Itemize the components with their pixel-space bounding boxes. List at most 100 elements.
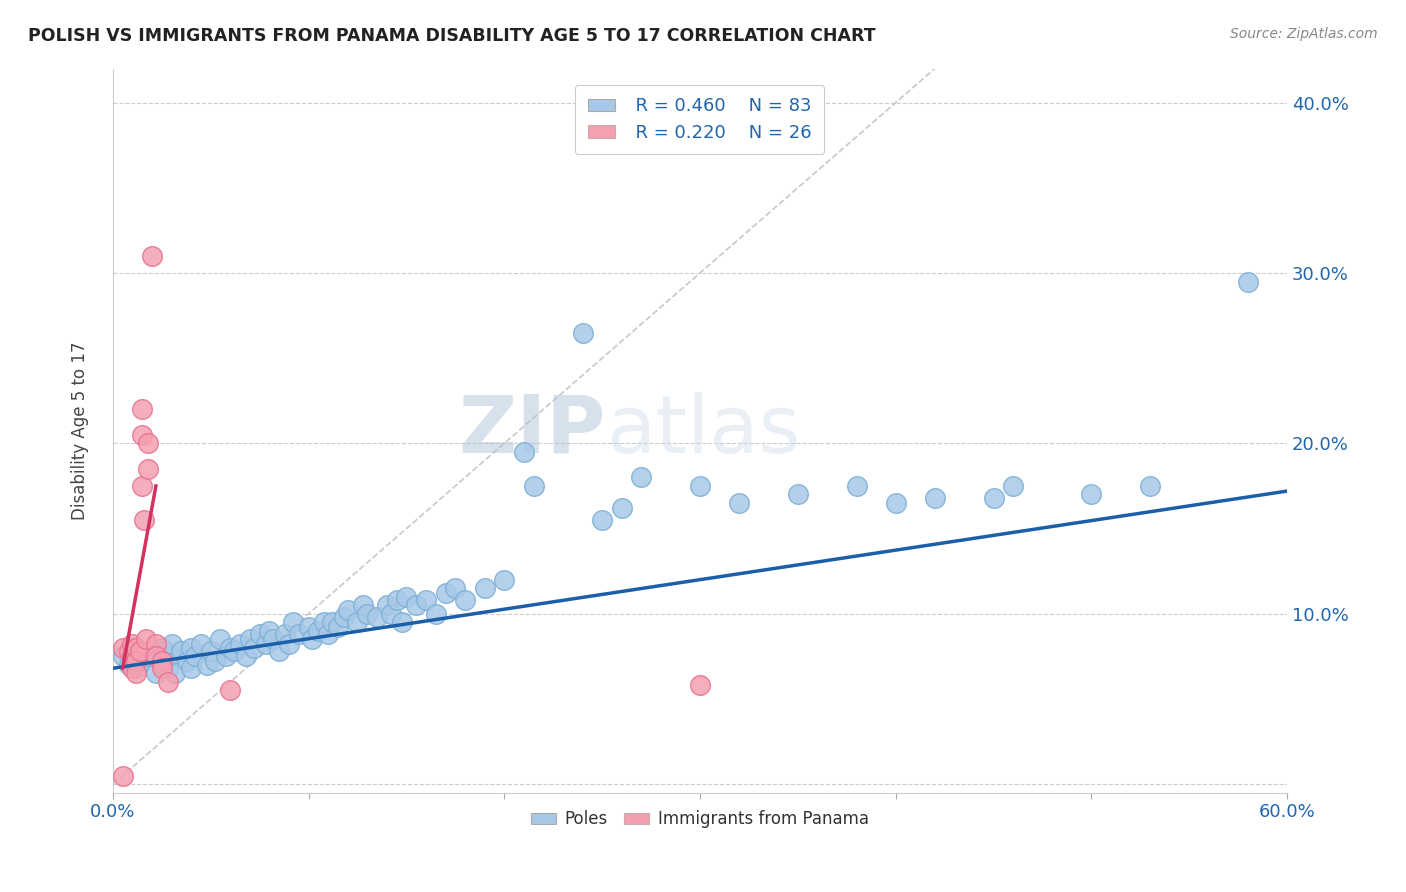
Point bbox=[180, 640, 202, 655]
Point bbox=[513, 445, 536, 459]
Point bbox=[786, 487, 808, 501]
Point bbox=[375, 599, 398, 613]
Point bbox=[229, 637, 252, 651]
Point bbox=[121, 640, 143, 655]
Point bbox=[209, 632, 232, 647]
Text: POLISH VS IMMIGRANTS FROM PANAMA DISABILITY AGE 5 TO 17 CORRELATION CHART: POLISH VS IMMIGRANTS FROM PANAMA DISABIL… bbox=[28, 27, 876, 45]
Point bbox=[366, 610, 388, 624]
Point bbox=[111, 649, 134, 664]
Point bbox=[425, 607, 447, 621]
Point bbox=[117, 644, 139, 658]
Point bbox=[314, 615, 336, 630]
Point bbox=[134, 513, 156, 527]
Point bbox=[395, 590, 418, 604]
Point bbox=[136, 462, 159, 476]
Point bbox=[983, 491, 1005, 505]
Point bbox=[242, 640, 264, 655]
Point bbox=[150, 661, 173, 675]
Point bbox=[111, 640, 134, 655]
Point bbox=[1237, 275, 1260, 289]
Point bbox=[307, 624, 329, 638]
Point bbox=[145, 649, 167, 664]
Point bbox=[141, 249, 163, 263]
Point bbox=[845, 479, 868, 493]
Point bbox=[219, 683, 242, 698]
Point bbox=[630, 470, 652, 484]
Point bbox=[121, 649, 143, 664]
Point bbox=[321, 615, 343, 630]
Point bbox=[610, 501, 633, 516]
Point bbox=[494, 573, 516, 587]
Point bbox=[287, 627, 309, 641]
Point bbox=[156, 674, 179, 689]
Point bbox=[352, 599, 374, 613]
Point bbox=[145, 637, 167, 651]
Point bbox=[160, 637, 183, 651]
Point bbox=[117, 657, 139, 672]
Point bbox=[336, 603, 359, 617]
Point bbox=[136, 649, 159, 664]
Point bbox=[215, 649, 238, 664]
Point bbox=[111, 769, 134, 783]
Point bbox=[405, 599, 427, 613]
Point bbox=[259, 624, 281, 638]
Point bbox=[728, 496, 751, 510]
Point bbox=[200, 644, 222, 658]
Text: atlas: atlas bbox=[606, 392, 800, 469]
Point bbox=[278, 637, 301, 651]
Point bbox=[219, 640, 242, 655]
Point bbox=[156, 661, 179, 675]
Point bbox=[316, 627, 339, 641]
Point bbox=[125, 640, 148, 655]
Point bbox=[150, 657, 173, 672]
Point bbox=[249, 627, 271, 641]
Point bbox=[131, 402, 153, 417]
Point bbox=[444, 581, 467, 595]
Point bbox=[129, 644, 152, 658]
Point bbox=[571, 326, 593, 340]
Point bbox=[434, 586, 457, 600]
Point bbox=[160, 649, 183, 664]
Point bbox=[224, 644, 246, 658]
Point bbox=[326, 620, 349, 634]
Point bbox=[333, 610, 356, 624]
Point bbox=[591, 513, 613, 527]
Point bbox=[474, 581, 496, 595]
Point bbox=[884, 496, 907, 510]
Point bbox=[262, 632, 284, 647]
Point bbox=[689, 479, 711, 493]
Point bbox=[239, 632, 262, 647]
Point bbox=[385, 593, 408, 607]
Point bbox=[254, 637, 277, 651]
Point bbox=[131, 479, 153, 493]
Point bbox=[131, 655, 153, 669]
Point bbox=[125, 655, 148, 669]
Point bbox=[924, 491, 946, 505]
Point bbox=[136, 436, 159, 450]
Y-axis label: Disability Age 5 to 17: Disability Age 5 to 17 bbox=[72, 342, 89, 520]
Point bbox=[235, 649, 257, 664]
Point bbox=[297, 620, 319, 634]
Point bbox=[1080, 487, 1102, 501]
Point bbox=[269, 644, 291, 658]
Point bbox=[125, 666, 148, 681]
Point bbox=[184, 649, 207, 664]
Point bbox=[125, 649, 148, 664]
Point bbox=[121, 637, 143, 651]
Point bbox=[131, 427, 153, 442]
Point bbox=[190, 637, 212, 651]
Point bbox=[391, 615, 413, 630]
Point bbox=[165, 666, 187, 681]
Point bbox=[150, 655, 173, 669]
Point bbox=[135, 632, 157, 647]
Point bbox=[180, 661, 202, 675]
Point bbox=[121, 661, 143, 675]
Text: ZIP: ZIP bbox=[458, 392, 606, 469]
Point bbox=[356, 607, 378, 621]
Point bbox=[176, 655, 198, 669]
Point bbox=[150, 640, 173, 655]
Point bbox=[125, 661, 148, 675]
Text: Source: ZipAtlas.com: Source: ZipAtlas.com bbox=[1230, 27, 1378, 41]
Point bbox=[454, 593, 477, 607]
Point bbox=[170, 644, 193, 658]
